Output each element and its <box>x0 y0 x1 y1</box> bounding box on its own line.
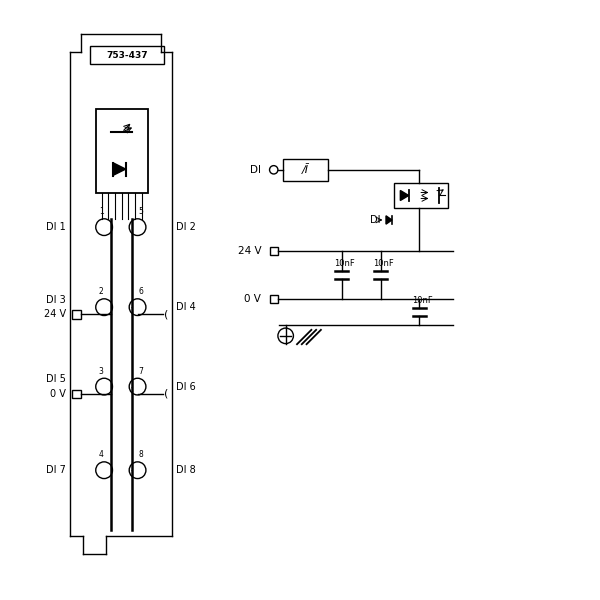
Text: DI 7: DI 7 <box>46 465 66 475</box>
Polygon shape <box>386 216 392 224</box>
Text: DI 8: DI 8 <box>176 465 196 475</box>
Text: 10nF: 10nF <box>412 296 433 305</box>
Text: 6: 6 <box>138 287 143 296</box>
Text: DI 4: DI 4 <box>176 302 196 312</box>
Text: DI 5: DI 5 <box>46 374 66 385</box>
Text: (: ( <box>164 310 168 319</box>
Text: 24 V: 24 V <box>44 310 66 319</box>
Polygon shape <box>400 190 409 200</box>
Text: DI 6: DI 6 <box>176 382 196 392</box>
Text: 2: 2 <box>99 287 103 296</box>
Text: DI: DI <box>250 165 261 175</box>
Text: 8: 8 <box>138 451 143 460</box>
Text: (: ( <box>164 389 168 399</box>
Text: 0 V: 0 V <box>50 389 66 399</box>
Text: 5: 5 <box>138 208 143 217</box>
Text: 10nF: 10nF <box>373 259 394 268</box>
Text: /Ī: /Ī <box>302 164 309 175</box>
Text: 4: 4 <box>98 451 104 460</box>
Text: 7: 7 <box>138 367 143 376</box>
Text: DI: DI <box>370 215 380 225</box>
Text: 753-437: 753-437 <box>106 50 148 59</box>
Text: DI 1: DI 1 <box>46 222 66 232</box>
Text: 3: 3 <box>98 367 104 376</box>
Text: 10nF: 10nF <box>334 259 355 268</box>
Text: DI 3: DI 3 <box>46 295 66 305</box>
Text: 0 V: 0 V <box>244 294 261 304</box>
Text: 1: 1 <box>99 208 103 217</box>
Text: 24 V: 24 V <box>238 246 261 256</box>
Text: DI 2: DI 2 <box>176 222 196 232</box>
Polygon shape <box>113 163 125 176</box>
